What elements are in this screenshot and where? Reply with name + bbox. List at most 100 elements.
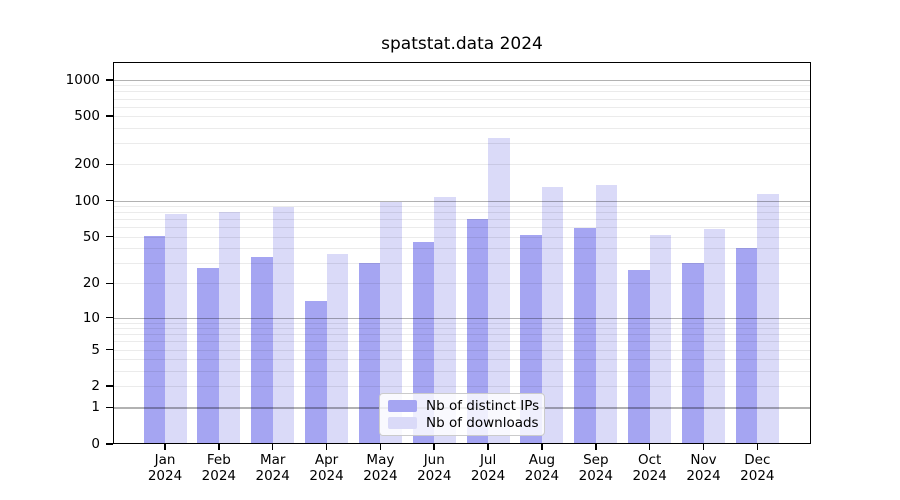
bar-downloads: [165, 213, 187, 444]
x-tick-mark: [541, 444, 543, 450]
y-tick-mark: [106, 406, 113, 409]
minor-gridline: [113, 349, 811, 351]
minor-gridline: [113, 227, 811, 229]
bar-distinct-ips: [197, 268, 219, 444]
x-tick-label: Jan 2024: [133, 452, 197, 484]
x-tick-label: Jul 2024: [456, 452, 520, 484]
legend-swatch-distinct-ips: [388, 400, 417, 413]
legend-swatch-downloads: [388, 416, 417, 429]
minor-gridline: [113, 164, 811, 166]
bar-downloads: [380, 202, 402, 444]
minor-gridline: [113, 236, 811, 238]
x-tick-year: 2024: [201, 468, 237, 484]
bar-downloads: [326, 253, 349, 444]
minor-gridline: [113, 85, 811, 87]
y-tick-mark: [106, 348, 113, 351]
bar-distinct-ips: [574, 228, 596, 444]
bar-distinct-ips: [305, 301, 327, 444]
y-tick-mark: [106, 199, 113, 202]
x-tick-year: 2024: [417, 468, 452, 484]
minor-gridline: [113, 359, 811, 361]
bar-distinct-ips: [143, 235, 165, 444]
x-tick-mark: [433, 444, 436, 450]
y-tick-mark: [106, 282, 113, 285]
legend-entry-label: Nb of downloads: [426, 414, 539, 431]
bar-downloads: [541, 187, 564, 444]
x-tick-label: Nov 2024: [672, 452, 736, 484]
minor-gridline: [113, 262, 811, 264]
x-tick-month: Dec: [744, 452, 771, 468]
minor-gridline: [113, 127, 811, 129]
x-tick-mark: [648, 444, 651, 450]
major-gridline: [113, 200, 811, 203]
legend-entry: Nb of distinct IPs: [388, 398, 540, 415]
y-tick-label: 2: [91, 378, 100, 395]
x-tick-month: Aug: [528, 452, 556, 468]
bar-distinct-ips: [682, 262, 704, 444]
bar-downloads: [595, 184, 618, 444]
minor-gridline: [113, 248, 811, 250]
minor-gridline: [113, 322, 811, 324]
minor-gridline: [113, 370, 811, 372]
x-tick-month: Nov: [690, 452, 717, 468]
x-tick-month: Feb: [206, 452, 231, 468]
bar-distinct-ips: [520, 234, 542, 444]
minor-gridline: [113, 212, 811, 214]
x-tick-month: Apr: [314, 452, 339, 468]
x-tick-year: 2024: [632, 468, 667, 484]
bar-distinct-ips: [628, 270, 650, 444]
y-tick-mark: [106, 316, 113, 319]
bar-downloads: [649, 234, 672, 444]
bar-distinct-ips: [466, 218, 489, 444]
minor-gridline: [113, 106, 811, 108]
x-tick-label: Mar 2024: [241, 452, 305, 484]
y-tick-label: 1000: [65, 71, 100, 88]
bar-distinct-ips: [735, 248, 758, 444]
bar-downloads: [757, 193, 779, 444]
x-tick-mark: [595, 444, 597, 450]
x-tick-month: May: [366, 452, 395, 468]
x-tick-year: 2024: [524, 468, 560, 484]
x-tick-month: Sep: [583, 452, 609, 468]
minor-gridline: [113, 91, 811, 93]
major-gridline: [113, 317, 811, 319]
bar-distinct-ips: [251, 256, 273, 444]
x-tick-year: 2024: [363, 468, 398, 484]
x-tick-month: Jan: [154, 452, 176, 468]
x-tick-mark: [756, 444, 759, 450]
x-tick-month: Jun: [423, 452, 445, 468]
y-tick-label: 10: [82, 309, 100, 326]
x-tick-mark: [271, 444, 274, 450]
legend-entry-label: Nb of distinct IPs: [426, 398, 540, 415]
minor-gridline: [113, 98, 811, 100]
minor-gridline: [113, 334, 811, 336]
x-tick-mark: [487, 444, 489, 450]
bar-downloads: [218, 211, 241, 444]
legend: Nb of distinct IPs Nb of downloads: [379, 393, 545, 436]
bar-downloads: [434, 196, 456, 444]
x-tick-mark: [164, 444, 166, 450]
x-tick-mark: [702, 444, 705, 450]
x-tick-year: 2024: [470, 468, 506, 484]
x-tick-month: Oct: [637, 452, 662, 468]
y-tick-label: 500: [74, 108, 100, 125]
chart-title: spatstat.data 2024: [381, 34, 543, 54]
legend-entry: Nb of downloads: [388, 414, 539, 431]
x-tick-year: 2024: [255, 468, 290, 484]
y-tick-mark: [106, 443, 113, 445]
y-tick-label: 200: [74, 156, 100, 173]
y-tick-mark: [106, 163, 113, 166]
y-tick-label: 100: [74, 192, 100, 209]
bar-downloads: [272, 207, 295, 444]
x-tick-mark: [218, 444, 220, 450]
x-tick-year: 2024: [740, 468, 775, 484]
x-tick-label: Apr 2024: [295, 452, 359, 484]
y-tick-mark: [106, 235, 113, 238]
minor-gridline: [113, 116, 811, 118]
minor-gridline: [113, 143, 811, 145]
x-tick-label: Aug 2024: [510, 452, 574, 484]
minor-gridline: [113, 206, 811, 208]
x-tick-year: 2024: [578, 468, 613, 484]
x-tick-month: Jul: [479, 452, 497, 468]
